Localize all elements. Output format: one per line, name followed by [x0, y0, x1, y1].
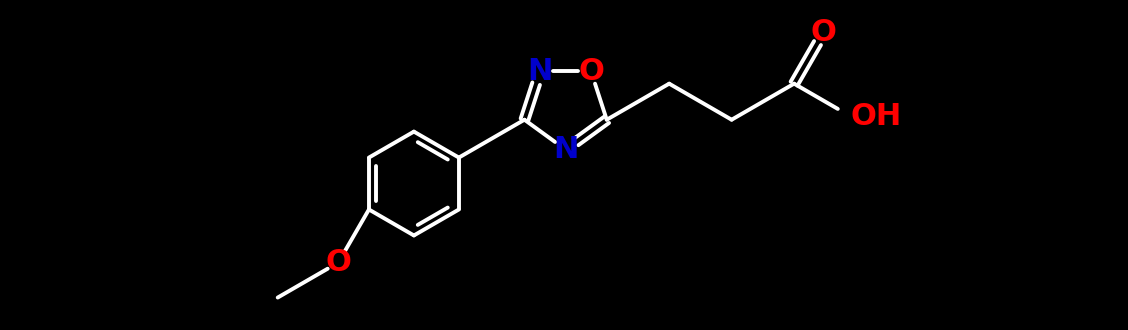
Text: O: O	[578, 57, 603, 86]
Text: O: O	[325, 248, 351, 277]
Text: N: N	[528, 57, 553, 86]
Text: OH: OH	[851, 102, 901, 131]
Text: N: N	[553, 135, 579, 164]
Text: O: O	[811, 18, 837, 47]
